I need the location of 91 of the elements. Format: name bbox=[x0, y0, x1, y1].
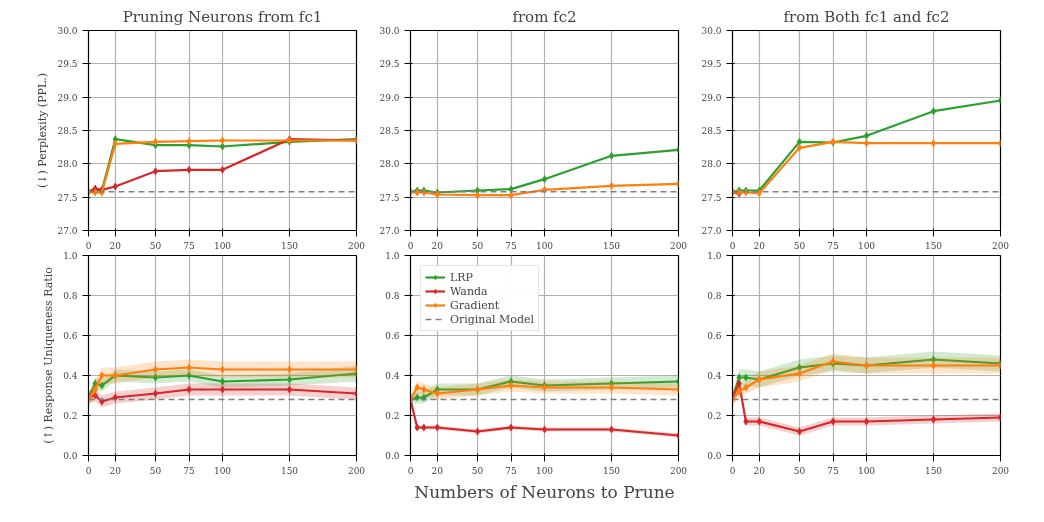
x-tick-label: 0 bbox=[85, 465, 92, 476]
y-axis-title: (↑) Response Uniqueness Ratio bbox=[42, 266, 56, 444]
legend-label: Original Model bbox=[450, 312, 534, 326]
x-tick-label: 20 bbox=[109, 240, 122, 251]
x-tick-label: 100 bbox=[213, 465, 232, 476]
y-tick-label: 0.2 bbox=[63, 411, 78, 421]
x-tick-label: 200 bbox=[669, 240, 688, 251]
y-tick-label: 0.0 bbox=[63, 451, 78, 461]
y-tick-label: 0.4 bbox=[385, 371, 400, 381]
y-axis-title: (↓) Perplexity (PPL.) bbox=[36, 72, 50, 189]
x-tick-label: 50 bbox=[149, 240, 162, 251]
y-tick-label: 28.0 bbox=[701, 159, 722, 170]
x-tick-label: 200 bbox=[669, 465, 688, 476]
x-tick-label: 50 bbox=[471, 240, 484, 251]
x-tick-label: 150 bbox=[280, 240, 299, 251]
x-tick-label: 50 bbox=[149, 465, 162, 476]
x-tick-label: 20 bbox=[753, 240, 766, 251]
x-tick-label: 0 bbox=[729, 240, 736, 251]
y-tick-label: 0.6 bbox=[385, 331, 400, 341]
y-tick-label: 1.0 bbox=[63, 251, 78, 261]
y-tick-label: 0.8 bbox=[385, 291, 400, 301]
x-tick-label: 200 bbox=[991, 240, 1010, 251]
x-tick-label: 0 bbox=[85, 240, 92, 251]
x-tick-label: 75 bbox=[827, 465, 839, 476]
x-tick-label: 150 bbox=[280, 465, 299, 476]
x-tick-label: 100 bbox=[535, 465, 554, 476]
y-tick-label: 29.0 bbox=[57, 92, 78, 103]
legend-label: LRP bbox=[450, 270, 473, 284]
y-tick-label: 27.0 bbox=[701, 226, 722, 236]
x-tick-label: 150 bbox=[602, 465, 621, 476]
x-tick-label: 0 bbox=[407, 465, 414, 476]
y-tick-label: 27.5 bbox=[57, 192, 78, 203]
x-tick-label: 75 bbox=[183, 240, 195, 251]
y-tick-label: 29.5 bbox=[701, 59, 722, 70]
y-tick-label: 30.0 bbox=[379, 26, 400, 36]
x-axis-title: Numbers of Neurons to Prune bbox=[414, 481, 675, 502]
x-tick-label: 50 bbox=[471, 465, 484, 476]
y-tick-label: 28.0 bbox=[379, 159, 400, 170]
y-tick-label: 0.6 bbox=[707, 331, 722, 341]
x-tick-label: 200 bbox=[347, 465, 366, 476]
y-tick-label: 0.8 bbox=[63, 291, 78, 301]
x-tick-label: 150 bbox=[924, 465, 943, 476]
x-tick-label: 20 bbox=[753, 465, 766, 476]
x-tick-label: 0 bbox=[407, 240, 414, 251]
y-tick-label: 27.5 bbox=[379, 192, 400, 203]
x-tick-label: 50 bbox=[793, 465, 806, 476]
y-tick-label: 0.2 bbox=[707, 411, 722, 421]
x-tick-label: 200 bbox=[347, 240, 366, 251]
y-tick-label: 27.0 bbox=[57, 226, 78, 236]
x-tick-label: 100 bbox=[535, 240, 554, 251]
x-tick-label: 20 bbox=[109, 465, 122, 476]
y-tick-label: 0.0 bbox=[385, 451, 400, 461]
y-tick-label: 28.5 bbox=[701, 126, 722, 136]
y-tick-label: 27.0 bbox=[379, 226, 400, 236]
y-tick-label: 1.0 bbox=[707, 251, 722, 261]
y-tick-label: 0.4 bbox=[707, 371, 722, 381]
x-tick-label: 75 bbox=[827, 240, 839, 251]
x-tick-label: 200 bbox=[991, 465, 1010, 476]
y-tick-label: 27.5 bbox=[701, 192, 722, 203]
chart-title: from Both fc1 and fc2 bbox=[783, 7, 950, 26]
x-tick-label: 100 bbox=[213, 240, 232, 251]
y-tick-label: 0.4 bbox=[63, 371, 78, 381]
x-tick-label: 100 bbox=[857, 240, 876, 251]
y-tick-label: 30.0 bbox=[57, 26, 78, 36]
x-tick-label: 75 bbox=[183, 465, 195, 476]
x-tick-label: 50 bbox=[793, 240, 806, 251]
x-tick-label: 150 bbox=[924, 240, 943, 251]
chart-title: from fc2 bbox=[512, 7, 577, 26]
y-tick-label: 0.8 bbox=[707, 291, 722, 301]
chart-title: Pruning Neurons from fc1 bbox=[122, 7, 323, 26]
y-tick-label: 0.6 bbox=[63, 331, 78, 341]
y-tick-label: 29.5 bbox=[57, 59, 78, 70]
legend-label: Wanda bbox=[450, 284, 488, 298]
y-tick-label: 29.0 bbox=[379, 92, 400, 103]
x-tick-label: 75 bbox=[505, 240, 517, 251]
y-tick-label: 0.0 bbox=[707, 451, 722, 461]
y-tick-label: 28.5 bbox=[57, 126, 78, 136]
y-tick-label: 28.0 bbox=[57, 159, 78, 170]
y-tick-label: 30.0 bbox=[701, 26, 722, 36]
y-tick-label: 28.5 bbox=[379, 126, 400, 136]
legend-label: Gradient bbox=[450, 298, 500, 312]
x-tick-label: 20 bbox=[431, 465, 444, 476]
y-tick-label: 29.5 bbox=[379, 59, 400, 70]
x-tick-label: 100 bbox=[857, 465, 876, 476]
x-tick-label: 150 bbox=[602, 240, 621, 251]
x-tick-label: 0 bbox=[729, 465, 736, 476]
y-tick-label: 0.2 bbox=[385, 411, 400, 421]
y-tick-label: 1.0 bbox=[385, 251, 400, 261]
y-tick-label: 29.0 bbox=[701, 92, 722, 103]
x-tick-label: 75 bbox=[505, 465, 517, 476]
x-tick-label: 20 bbox=[431, 240, 444, 251]
